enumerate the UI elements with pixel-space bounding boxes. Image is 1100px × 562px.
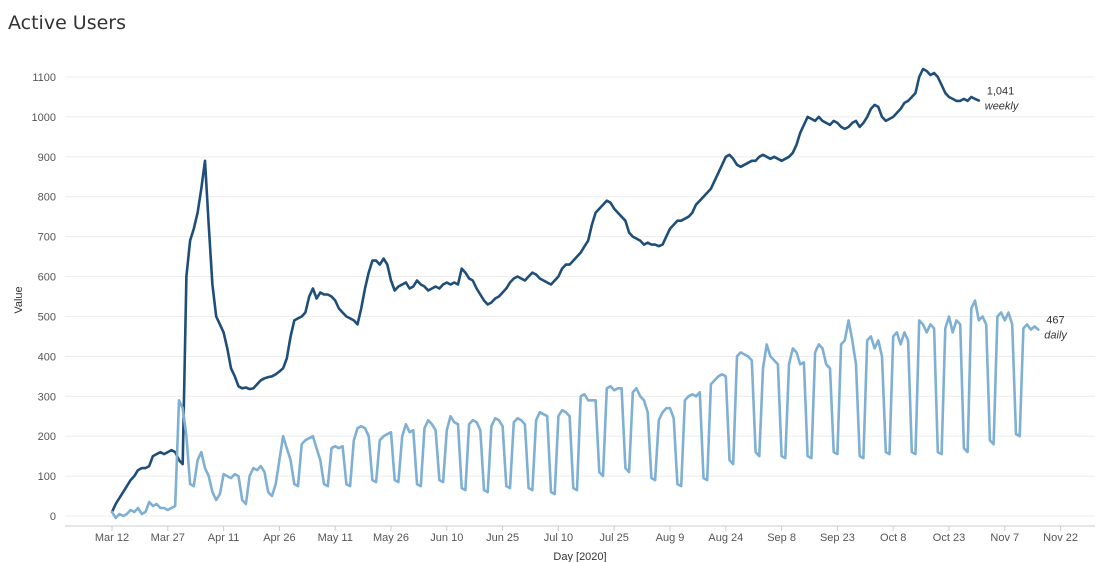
series-lines: [110, 67, 1040, 520]
y-tick-label: 400: [38, 351, 56, 363]
x-tick-label: Nov 7: [990, 532, 1019, 544]
y-tick-label: 100: [38, 471, 56, 483]
y-tick-label: 600: [38, 272, 56, 284]
end-series-name-weekly: weekly: [985, 101, 1020, 113]
x-tick-label: Sep 23: [820, 532, 855, 544]
y-axis-title: Value: [13, 286, 25, 313]
series-line-weekly: [110, 67, 981, 514]
y-axis-ticks: 0 100 200 300 400 500 600 700 800 900 1000 1100: [32, 72, 56, 523]
end-value-daily: 467: [1046, 315, 1064, 327]
end-value-weekly: 1,041: [987, 86, 1015, 98]
x-axis-title: Day [2020]: [553, 551, 606, 562]
y-tick-label: 800: [38, 192, 56, 204]
chart-title: Active Users: [8, 12, 127, 34]
x-tick-label: Aug 24: [708, 532, 743, 544]
series-line-daily: [110, 299, 1040, 520]
x-tick-label: Apr 26: [263, 532, 295, 544]
x-tick-label: May 11: [318, 532, 353, 544]
x-tick-label: Oct 23: [933, 532, 965, 544]
y-tick-label: 500: [38, 311, 56, 323]
x-tick-label: Aug 9: [656, 532, 685, 544]
y-tick-label: 700: [38, 232, 56, 244]
end-labels: 1,041 weekly 467 daily: [985, 86, 1069, 342]
end-series-name-daily: daily: [1044, 330, 1068, 342]
x-tick-label: Jun 25: [486, 532, 519, 544]
x-axis: Mar 12 Mar 27 Apr 11 Apr 26 May 11 May 26 Jun …: [65, 525, 1095, 544]
x-tick-label: May 26: [373, 532, 409, 544]
y-tick-label: 900: [38, 152, 56, 164]
x-tick-label: Mar 12: [95, 532, 129, 544]
y-tick-label: 0: [50, 511, 56, 523]
x-tick-label: Oct 8: [880, 532, 906, 544]
x-tick-label: Nov 22: [1043, 532, 1078, 544]
x-tick-label: Jun 10: [430, 532, 463, 544]
x-tick-label: Mar 27: [151, 532, 185, 544]
y-tick-label: 300: [38, 391, 56, 403]
x-tick-label: Jul 25: [600, 532, 629, 544]
x-tick-label: Apr 11: [208, 532, 240, 544]
y-tick-label: 200: [38, 431, 56, 443]
y-tick-label: 1100: [32, 72, 56, 84]
y-tick-label: 1000: [32, 112, 56, 124]
x-tick-label: Sep 8: [767, 532, 796, 544]
x-tick-label: Jul 10: [544, 532, 573, 544]
